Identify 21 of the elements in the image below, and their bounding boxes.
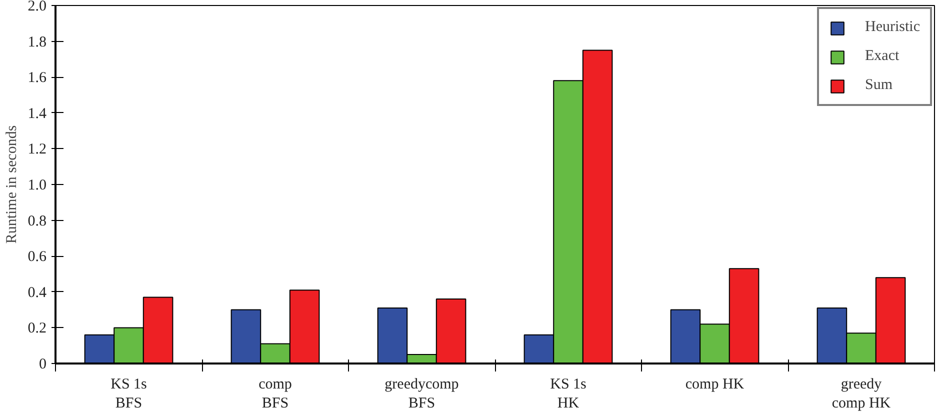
y-tick-label: 0.8 (28, 213, 46, 230)
x-tick-label: comp HK (685, 376, 744, 392)
x-tick-label: greedycomp BFS (384, 376, 459, 412)
y-tick-label: 1.2 (28, 142, 46, 158)
legend-label: Exact (865, 48, 900, 65)
y-tick-label: 1.0 (28, 178, 46, 194)
y-tick-label: 2.0 (28, 0, 46, 14)
x-tick-label: comp BFS (258, 376, 292, 412)
x-tick-label: KS 1s BFS (110, 376, 148, 412)
y-tick-label: 0.2 (28, 320, 46, 337)
x-tick-label: greedy comp HK (832, 376, 891, 412)
y-tick-label: 1.6 (28, 70, 47, 86)
y-axis-title: Runtime in seconds (4, 125, 20, 244)
y-tick-label: 1.4 (28, 106, 47, 122)
legend-label: Sum (865, 77, 893, 94)
y-tick-label: 0.4 (28, 284, 47, 301)
y-tick-label: 0.6 (28, 249, 47, 266)
x-tick-label: KS 1s HK (550, 376, 587, 412)
legend-label: Heuristic (865, 19, 920, 36)
y-tick-label: 1.8 (28, 34, 46, 50)
y-tick-label: 0 (39, 356, 46, 372)
